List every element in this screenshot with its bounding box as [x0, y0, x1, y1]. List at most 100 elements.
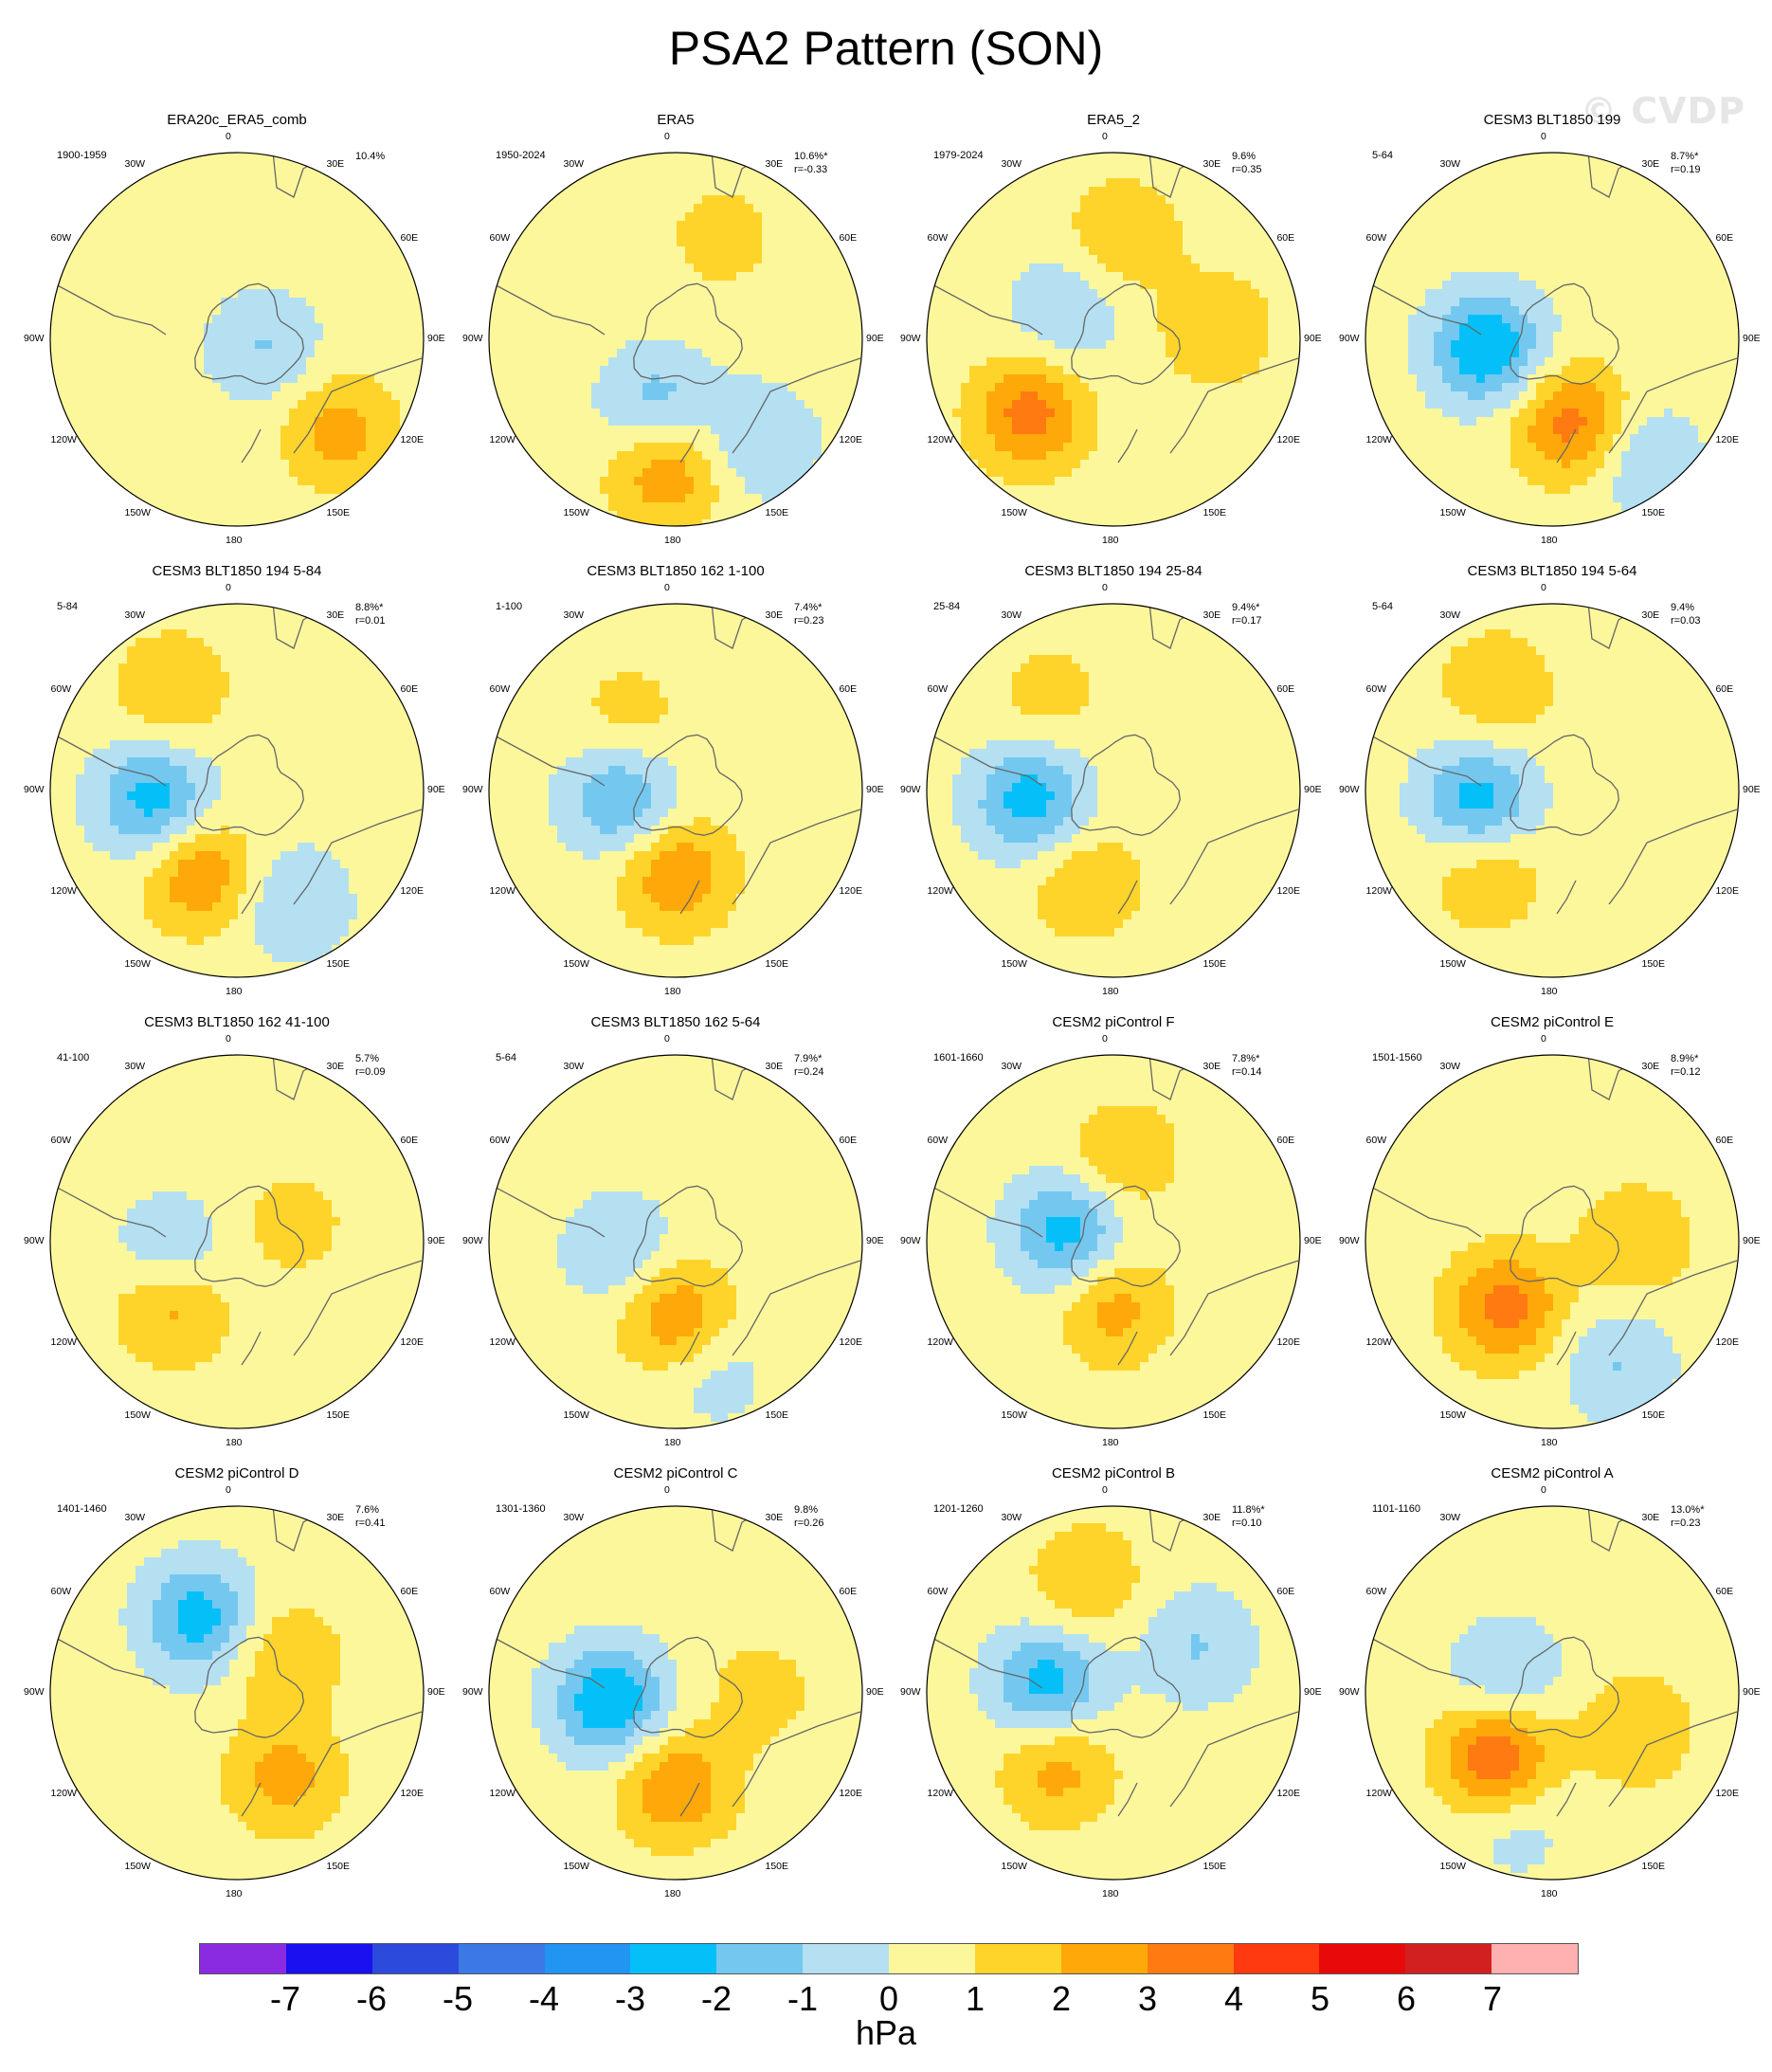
anomaly-cell [1029, 332, 1039, 341]
anomaly-cell [1268, 349, 1277, 358]
anomaly-cell [745, 409, 754, 418]
anomaly-cell [280, 434, 290, 444]
anomaly-cell [340, 195, 350, 205]
anomaly-cell [1114, 255, 1124, 264]
anomaly-cell [280, 409, 290, 418]
anomaly-cell [1493, 178, 1503, 188]
anomaly-cell [349, 340, 358, 350]
anomaly-cell [856, 315, 862, 324]
anomaly-cell [549, 443, 558, 452]
anomaly-cell [153, 255, 162, 264]
anomaly-cell [1004, 264, 1013, 273]
anomaly-cell [1208, 468, 1218, 478]
anomaly-cell [1655, 195, 1665, 205]
anomaly-cell [762, 195, 771, 205]
anomaly-cell [557, 451, 567, 461]
anomaly-cell [323, 349, 333, 358]
anomaly-cell [1072, 477, 1081, 486]
anomaly-cell [1417, 212, 1426, 222]
anomaly-cell [1570, 204, 1580, 213]
anomaly-cell [246, 195, 256, 205]
anomaly-cell [694, 400, 703, 409]
anomaly-cell [366, 426, 375, 435]
anomaly-cell [1072, 323, 1081, 333]
anomaly-cell [694, 417, 703, 427]
anomaly-cell [719, 178, 729, 188]
anomaly-cell [779, 349, 788, 358]
anomaly-cell [1459, 178, 1469, 188]
anomaly-cell [1072, 468, 1081, 478]
anomaly-cell [506, 306, 515, 316]
anomaly-cell [1123, 511, 1132, 520]
anomaly-cell [136, 366, 145, 375]
anomaly-cell [323, 306, 333, 316]
anomaly-cell [668, 477, 678, 486]
anomaly-cell [1012, 281, 1022, 290]
anomaly-cell [332, 246, 341, 256]
anomaly-cell [144, 409, 154, 418]
anomaly-cell [1055, 391, 1064, 401]
anomaly-cell [694, 306, 703, 316]
anomaly-cell [238, 161, 247, 171]
anomaly-cell [263, 161, 273, 171]
anomaly-cell [1072, 281, 1081, 290]
anomaly-cell [489, 340, 498, 350]
anomaly-cell [702, 298, 712, 307]
anomaly-cell [1217, 221, 1226, 230]
anomaly-cell [1131, 306, 1141, 316]
anomaly-cell [255, 306, 264, 316]
anomaly-cell [332, 289, 341, 299]
anomaly-cell [736, 417, 746, 427]
anomaly-cell [668, 178, 678, 188]
anomaly-cell [660, 434, 669, 444]
anomaly-cell [366, 298, 375, 307]
anomaly-cell [1191, 443, 1201, 452]
anomaly-cell [995, 477, 1004, 486]
longitude-label: 180 [1102, 535, 1119, 546]
anomaly-cell [315, 246, 324, 256]
anomaly-cell [745, 383, 754, 392]
anomaly-cell [1166, 212, 1175, 222]
anomaly-cell [770, 289, 780, 299]
anomaly-cell [332, 238, 341, 247]
anomaly-cell [702, 460, 712, 469]
anomaly-cell [651, 315, 660, 324]
anomaly-cell [1200, 264, 1209, 273]
anomaly-cell [1063, 400, 1073, 409]
anomaly-cell [391, 417, 401, 427]
anomaly-cell [84, 255, 94, 264]
anomaly-cell [515, 426, 524, 435]
anomaly-cell [1038, 298, 1047, 307]
anomaly-cell [195, 195, 205, 205]
anomaly-cell [728, 272, 737, 282]
anomaly-cell [170, 494, 179, 503]
anomaly-cell [374, 391, 384, 401]
anomaly-cell [1536, 212, 1546, 222]
anomaly-cell [787, 332, 797, 341]
anomaly-cell [153, 187, 162, 196]
anomaly-cell [263, 340, 273, 350]
anomaly-cell [969, 238, 979, 247]
anomaly-cell [1545, 153, 1554, 162]
anomaly-cell [263, 238, 273, 247]
anomaly-cell [728, 340, 737, 350]
anomaly-cell [170, 221, 179, 230]
anomaly-cell [298, 409, 307, 418]
anomaly-cell [668, 246, 678, 256]
anomaly-cell [1089, 366, 1098, 375]
anomaly-cell [1097, 264, 1107, 273]
anomaly-cell [952, 238, 962, 247]
anomaly-cell [93, 281, 102, 290]
anomaly-cell [1063, 417, 1073, 427]
anomaly-cell [272, 187, 281, 196]
anomaly-cell [1174, 298, 1184, 307]
anomaly-cell [711, 229, 720, 239]
anomaly-cell [1004, 366, 1013, 375]
anomaly-cell [144, 366, 154, 375]
anomaly-cell [1562, 170, 1571, 179]
anomaly-cell [417, 340, 424, 350]
anomaly-cell [830, 315, 840, 324]
anomaly-cell [323, 485, 333, 495]
anomaly-cell [59, 298, 68, 307]
anomaly-cell [1276, 255, 1286, 264]
